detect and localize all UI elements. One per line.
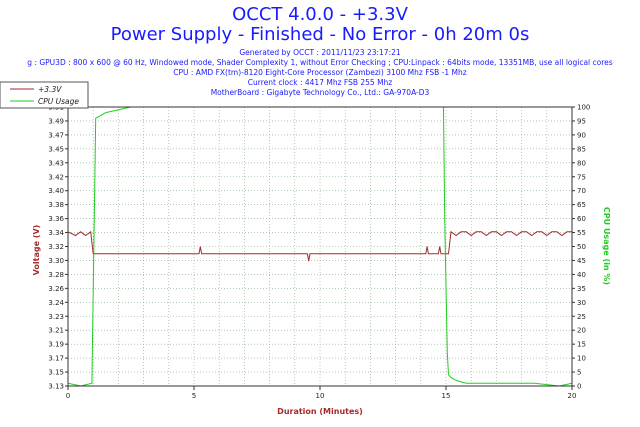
y-right-tick-label: 35 [577,285,586,293]
y-right-tick-label: 55 [577,229,586,237]
chart-subtitle: Power Supply - Finished - No Error - 0h … [110,24,530,45]
y-right-tick-label: 60 [577,215,586,223]
info-line-cpu: CPU : AMD FX(tm)-8120 Eight-Core Process… [173,68,467,77]
y-left-tick-label: 3.45 [48,145,64,153]
y-axis-right-label: CPU Usage (in %) [602,207,611,285]
x-tick-label: 20 [568,392,577,400]
y-right-tick-label: 100 [577,104,590,112]
y-left-tick-label: 3.28 [48,271,64,279]
y-left-tick-label: 3.15 [48,369,64,377]
info-line-clock: Current clock : 4417 Mhz FSB 255 Mhz [247,78,393,87]
series-line-voltage [67,230,572,262]
x-axis-label: Duration (Minutes) [277,407,363,416]
y-left-tick-label: 3.36 [48,215,64,223]
y-right-tick-label: 95 [577,117,586,125]
y-right-tick-label: 50 [577,243,586,251]
y-right-tick-label: 80 [577,159,586,167]
legend: +3.3V CPU Usage [0,81,89,109]
y-left-tick-label: 3.30 [48,257,64,265]
y-axis-left: 3.13 3.15 3.17 3.19 3.21 3.23 3.24 3.26 3.28 3.30… [48,104,68,391]
y-right-tick-label: 40 [577,271,586,279]
y-left-tick-label: 3.42 [48,173,64,181]
y-right-tick-label: 85 [577,145,586,153]
y-right-tick-label: 10 [577,355,586,363]
y-right-tick-label: 90 [577,131,586,139]
y-right-tick-label: 75 [577,173,586,181]
y-right-tick-label: 45 [577,257,586,265]
legend-box [0,81,89,109]
y-left-tick-label: 3.34 [48,229,64,237]
y-left-tick-label: 3.24 [48,299,64,307]
info-line-generated: Generated by OCCT : 2011/11/23 23:17:21 [239,48,401,57]
y-right-tick-label: 65 [577,201,586,209]
x-tick-label: 0 [66,392,70,400]
x-tick-label: 5 [192,392,196,400]
y-left-tick-label: 3.19 [48,341,64,349]
y-right-tick-label: 20 [577,327,586,335]
y-left-tick-label: 3.26 [48,285,64,293]
y-left-tick-label: 3.32 [48,243,64,251]
y-left-tick-label: 3.47 [48,131,64,139]
y-right-tick-label: 0 [577,383,581,391]
y-right-tick-label: 25 [577,313,586,321]
y-left-tick-label: 3.43 [48,159,64,167]
y-right-tick-label: 15 [577,341,586,349]
chart-title: OCCT 4.0.0 - +3.3V [232,4,408,25]
y-axis-left-label: Voltage (V) [32,225,41,276]
y-left-tick-label: 3.17 [48,355,64,363]
x-tick-label: 15 [442,392,451,400]
y-left-tick-label: 3.38 [48,201,64,209]
y-left-tick-label: 3.23 [48,313,64,321]
grid-lines [68,107,572,386]
y-left-tick-label: 3.21 [48,327,64,335]
y-left-tick-label: 3.40 [48,187,64,195]
y-right-tick-label: 70 [577,187,586,195]
y-right-tick-label: 30 [577,299,586,307]
info-line-test-config: g : GPU3D : 800 x 600 @ 60 Hz, Windowed … [27,58,613,67]
x-tick-label: 10 [316,392,325,400]
y-axis-right: 0 5 10 15 20 25 30 35 40 45 50 55 60 65 70 75 80 85 90 95 10… [572,104,590,391]
info-line-motherboard: MotherBoard : Gigabyte Technology Co., L… [210,88,430,97]
y-right-tick-label: 5 [577,369,581,377]
x-axis: 0 5 10 15 20 [66,386,577,400]
legend-label-voltage: +3.3V [38,85,62,94]
y-left-tick-label: 3.13 [48,383,64,391]
y-left-tick-label: 3.49 [48,117,64,125]
legend-label-cpu: CPU Usage [38,97,79,106]
